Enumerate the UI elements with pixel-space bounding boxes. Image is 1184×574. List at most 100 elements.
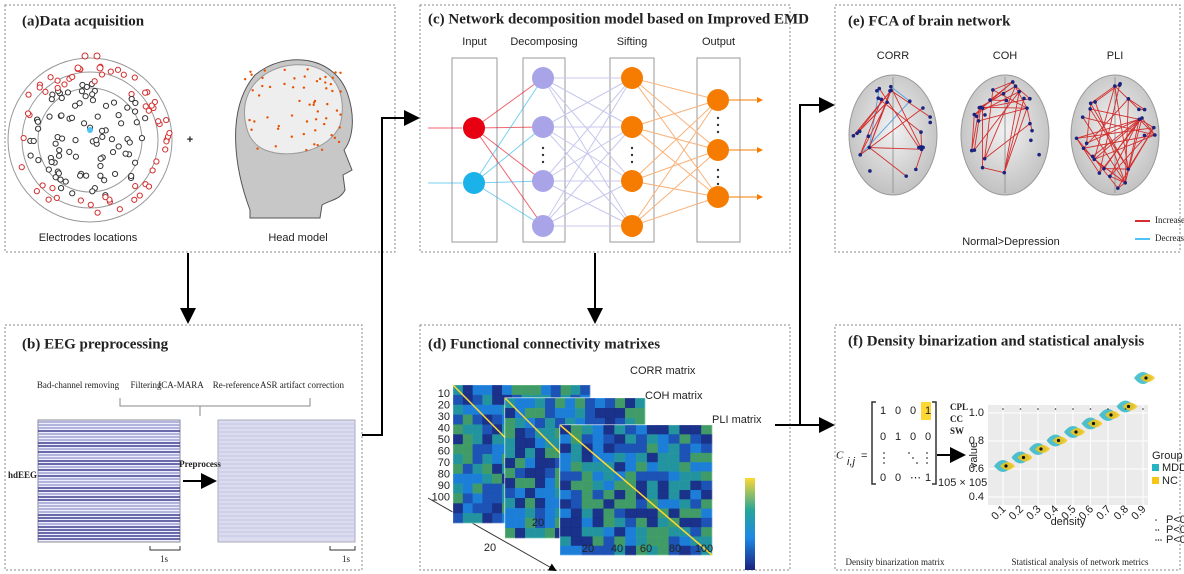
panel-title: (d) Functional connectivity matrixes — [428, 336, 660, 352]
electrode — [146, 184, 151, 189]
matrix-cell — [669, 444, 680, 454]
matrix-cell — [535, 398, 545, 408]
electrode — [73, 154, 78, 159]
matrix-cell — [647, 453, 658, 463]
sensor — [298, 100, 300, 102]
sensor — [303, 133, 305, 135]
node — [1153, 133, 1157, 137]
matrix-cell — [570, 385, 580, 395]
matrix-cell — [593, 546, 604, 556]
matrix-cell — [636, 499, 647, 509]
matrix-cell — [625, 546, 636, 556]
matrix-cell — [679, 499, 690, 509]
node — [973, 148, 977, 152]
node — [928, 121, 932, 125]
mean — [1022, 456, 1025, 459]
panel-title: (a)Data acquisition — [22, 13, 145, 29]
ellipsis-dot — [926, 462, 928, 464]
node — [867, 134, 871, 138]
step-label: ASR artifact correction — [260, 380, 344, 390]
matrix-cell — [636, 481, 647, 491]
panel-title: (e) FCA of brain network — [848, 13, 1011, 29]
matrix-subscript: i,j — [847, 456, 856, 468]
matrix-cell — [647, 527, 658, 537]
matrix-cell — [560, 471, 571, 481]
matrix-cell — [701, 481, 712, 491]
node — [621, 215, 643, 237]
matrix-cell — [636, 462, 647, 472]
node — [707, 89, 729, 111]
matrix-cell — [473, 385, 483, 395]
plot-area — [988, 405, 1148, 505]
tick-label: 20 — [532, 517, 544, 529]
sensor — [269, 86, 271, 88]
electrode — [112, 171, 117, 176]
mean — [1074, 430, 1077, 433]
electrode — [139, 136, 144, 141]
matrix-cell — [560, 462, 571, 472]
matrix-cell — [625, 509, 636, 519]
matrix-cell — [571, 444, 582, 454]
matrix-cell — [690, 471, 701, 481]
matrix-cell — [492, 434, 502, 444]
electrode — [25, 111, 30, 116]
matrix-size: 105 × 105 — [938, 477, 987, 489]
matrix-cell — [502, 385, 512, 395]
node — [1143, 108, 1147, 112]
sensor — [275, 145, 277, 147]
electrode — [82, 53, 88, 59]
node — [904, 174, 908, 178]
matrix-cell — [679, 509, 690, 519]
matrix-cell — [551, 385, 561, 395]
mean — [1144, 376, 1147, 379]
node — [463, 117, 485, 139]
electrode — [35, 119, 40, 124]
sensor — [293, 77, 295, 79]
matrix-cell — [560, 481, 571, 491]
matrix-cell — [595, 398, 605, 408]
edge — [632, 181, 718, 197]
mean — [1127, 405, 1130, 408]
matrix-entry: 0 — [910, 431, 916, 443]
matrix-cell — [525, 448, 535, 458]
node — [1102, 167, 1106, 171]
matrix-cell — [571, 536, 582, 546]
electrode — [143, 104, 148, 109]
matrix-cell — [453, 503, 463, 513]
sensor — [332, 77, 334, 79]
electrode — [78, 173, 83, 178]
sensor — [334, 71, 336, 73]
electrode — [46, 197, 51, 202]
node — [868, 146, 872, 150]
matrix-cell — [560, 434, 571, 444]
tick-label: 100 — [432, 491, 450, 503]
tick-label: 30 — [438, 411, 450, 423]
matrix-cell — [525, 428, 535, 438]
matrix-cell — [614, 527, 625, 537]
matrix-entry: 1 — [880, 405, 886, 417]
electrode — [110, 149, 115, 154]
matrix-cell — [647, 462, 658, 472]
electrode — [56, 153, 61, 158]
node — [1123, 181, 1127, 185]
electrode — [84, 173, 89, 178]
electrode — [132, 109, 137, 114]
matrix-cell — [492, 395, 502, 405]
sensor — [334, 137, 336, 139]
matrix-cell — [492, 385, 502, 395]
matrix-cell — [701, 444, 712, 454]
matrix-cell — [679, 471, 690, 481]
node — [532, 170, 554, 192]
step-label: Re-reference — [213, 380, 259, 390]
matrix-cell — [647, 518, 658, 528]
matrix-cell — [473, 424, 483, 434]
ellipsis-dot — [631, 147, 633, 149]
node — [1088, 107, 1092, 111]
mean — [1057, 439, 1060, 442]
caption: Electrodes locations — [39, 232, 138, 244]
electrode — [90, 98, 95, 103]
matrix-cell — [463, 503, 473, 513]
matrix-cell — [571, 471, 582, 481]
ellipsis-dot — [883, 452, 885, 454]
matrix-cell — [571, 518, 582, 528]
